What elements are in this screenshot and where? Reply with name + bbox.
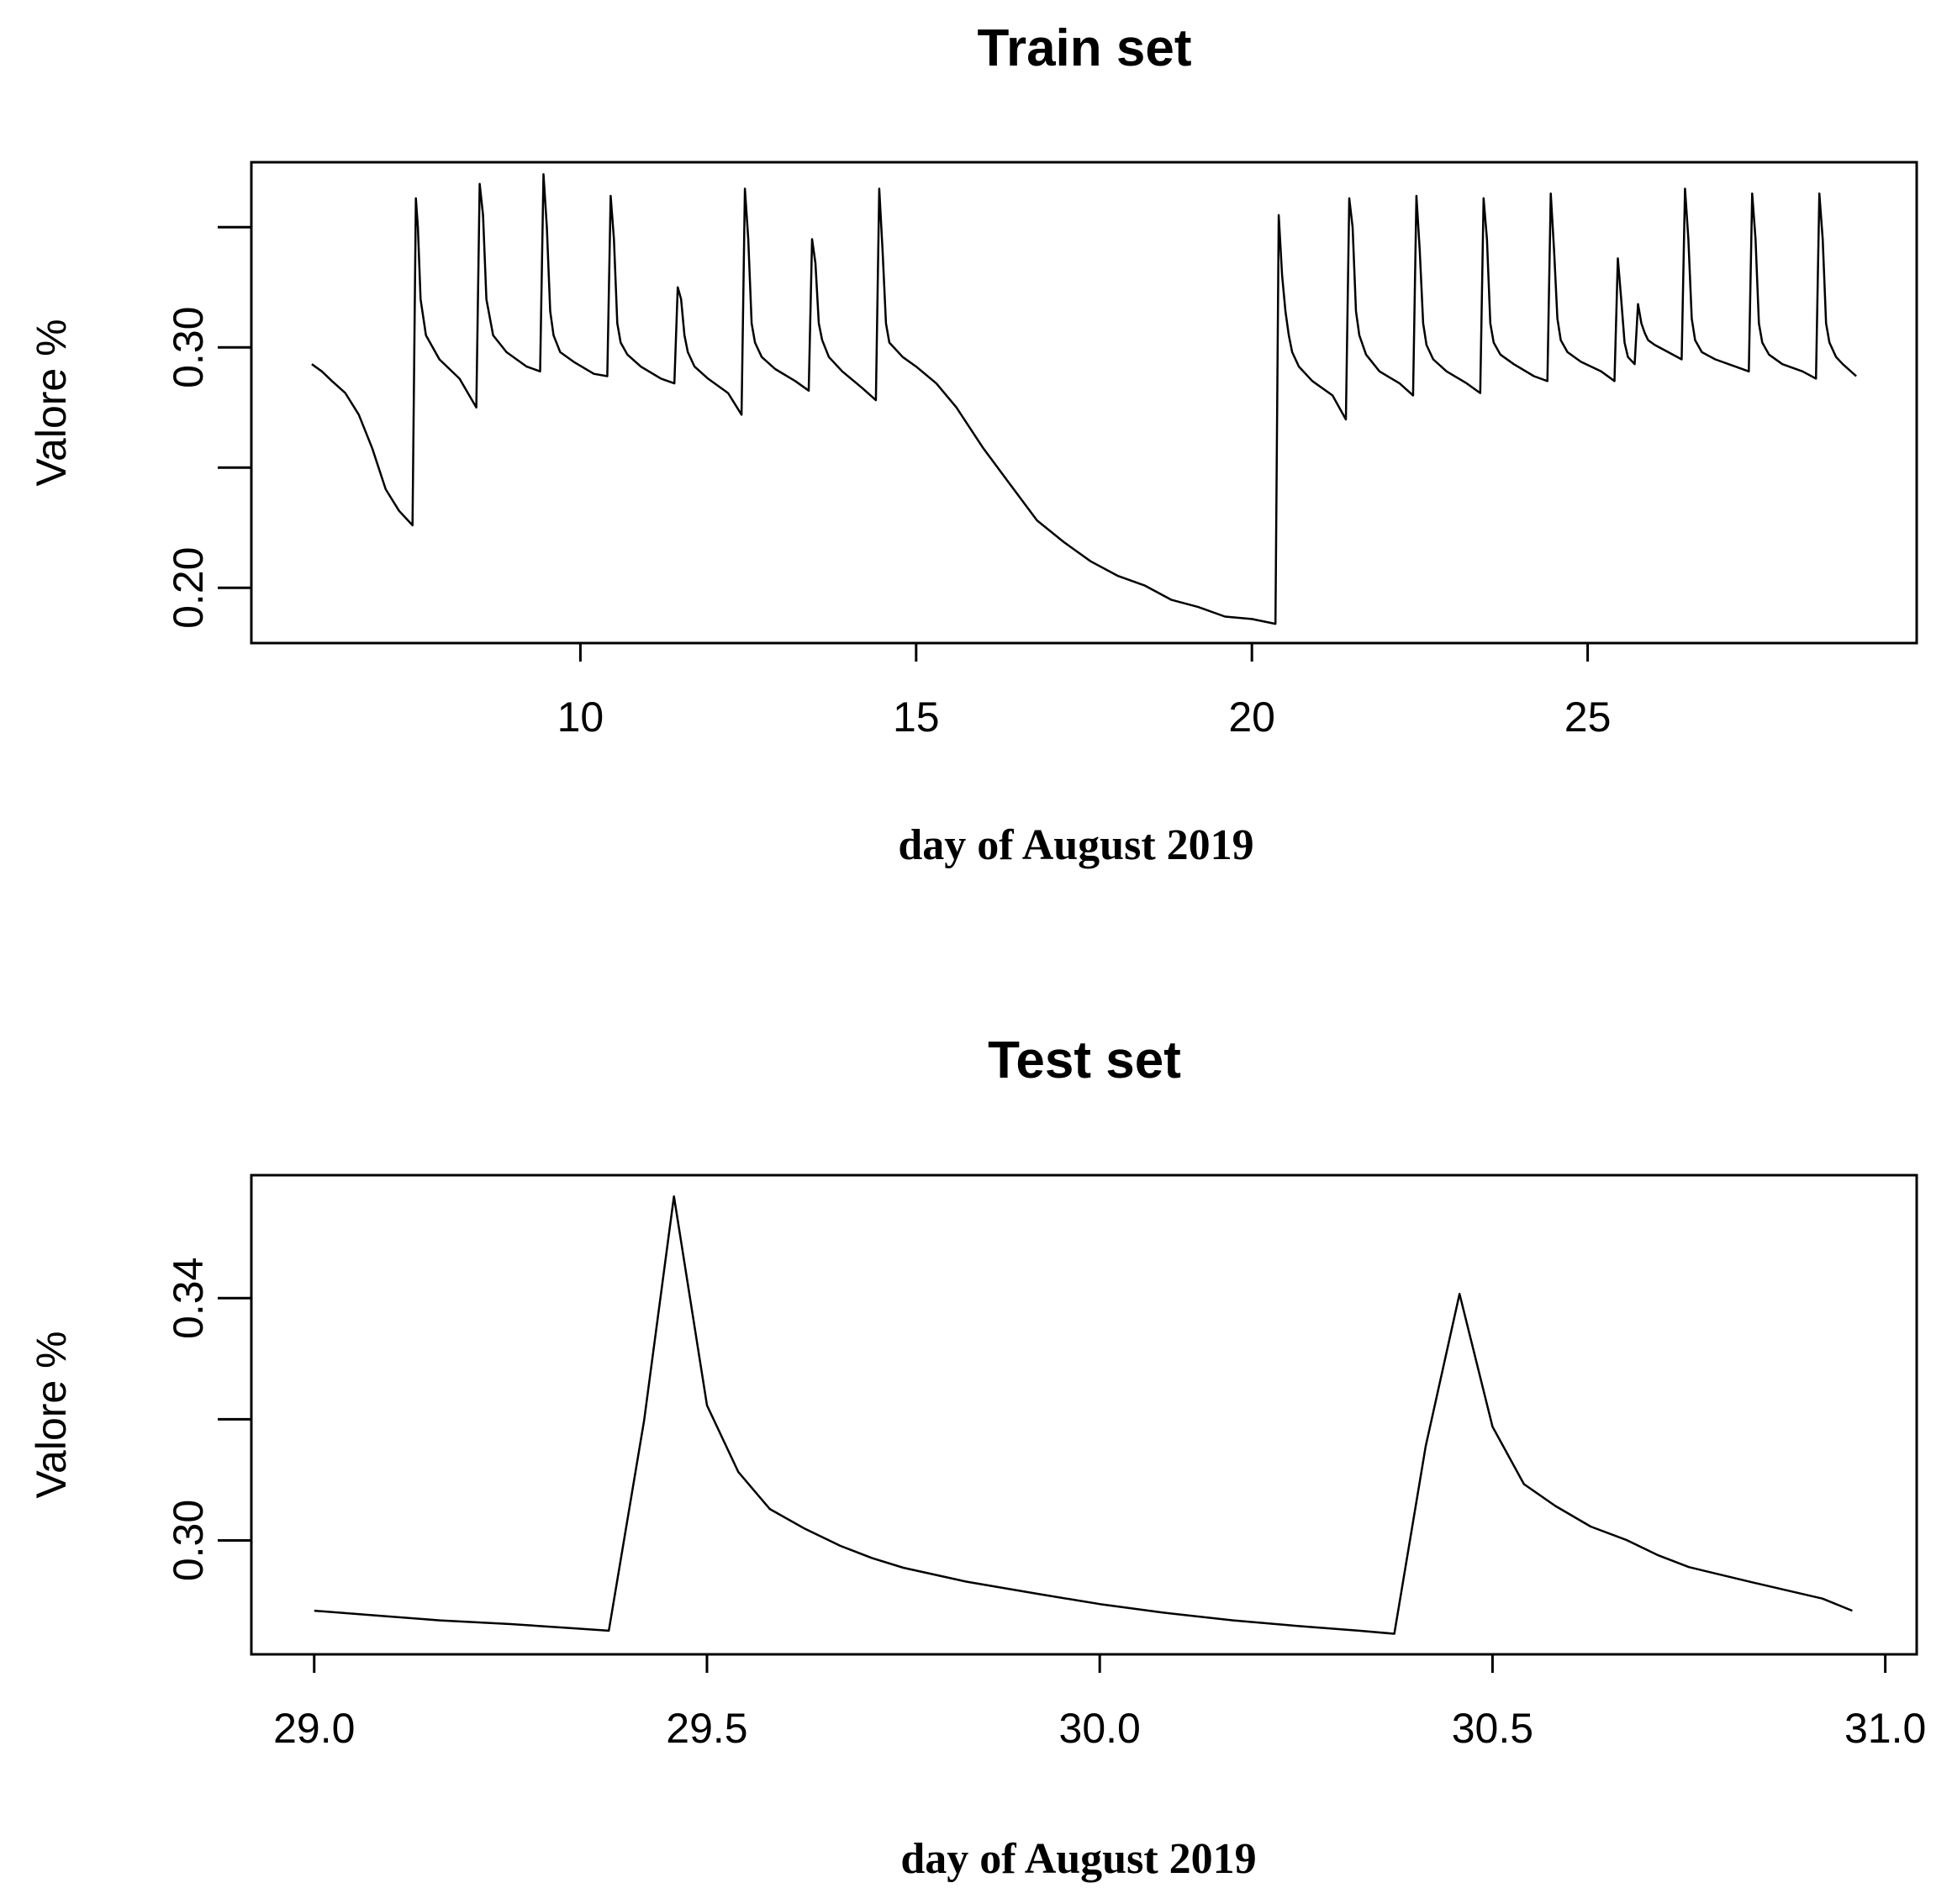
test-x-tick-label: 29.0 (273, 1705, 355, 1752)
train-panel: Train set 10 15 20 25 0.20 0.30 day of Augus… (28, 19, 1918, 869)
train-series-line (311, 173, 1857, 625)
test-x-tick-label: 31.0 (1844, 1705, 1926, 1752)
test-x-tick-label: 30.5 (1452, 1705, 1533, 1752)
test-y-tick-label: 0.34 (165, 1258, 212, 1339)
test-y-tick-label: 0.30 (165, 1500, 212, 1581)
test-x-tick-label: 30.0 (1059, 1705, 1141, 1752)
train-y-axis-label: Valore % (28, 319, 75, 486)
train-y-tick-label: 0.20 (165, 547, 212, 629)
test-y-axis: 0.30 0.34 (165, 1258, 251, 1581)
test-x-axis-label: day of August 2019 (900, 1835, 1256, 1883)
train-x-tick-label: 10 (557, 694, 604, 741)
test-panel: Test set 29.0 29.5 30.0 30.5 31.0 0.30 0.34 d… (28, 1031, 1926, 1883)
train-y-axis: 0.20 0.30 (165, 225, 251, 629)
test-plot-frame (250, 1174, 1918, 1656)
train-x-tick-label: 15 (893, 694, 940, 741)
test-title: Test set (988, 1031, 1181, 1089)
train-plot-frame (250, 161, 1918, 645)
test-series-line (314, 1195, 1853, 1635)
test-y-axis-label: Valore % (28, 1331, 75, 1498)
train-title: Train set (978, 19, 1192, 77)
train-x-tick-label: 25 (1564, 694, 1612, 741)
train-x-tick-label: 20 (1228, 694, 1275, 741)
train-x-axis-label: day of August 2019 (898, 821, 1253, 869)
test-x-tick-label: 29.5 (666, 1705, 747, 1752)
train-y-tick-label: 0.30 (165, 307, 212, 388)
test-x-axis: 29.0 29.5 30.0 30.5 31.0 (273, 1654, 1926, 1752)
train-x-axis: 10 15 20 25 (557, 643, 1612, 741)
